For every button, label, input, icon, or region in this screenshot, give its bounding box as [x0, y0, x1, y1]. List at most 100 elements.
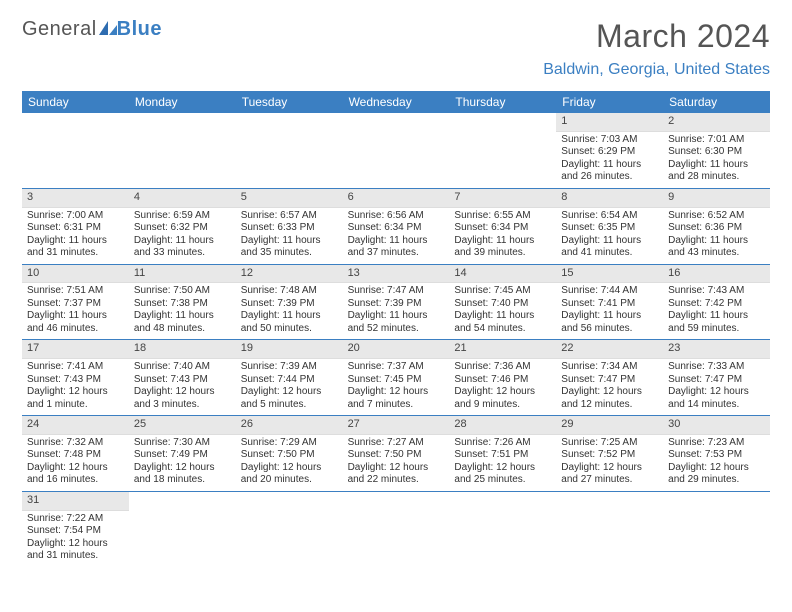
day-number: 6: [343, 189, 450, 208]
cell-line-sr: Sunrise: 7:34 AM: [561, 361, 658, 374]
calendar-cell: 4Sunrise: 6:59 AMSunset: 6:32 PMDaylight…: [129, 189, 236, 264]
cell-line-sr: Sunrise: 7:43 AM: [668, 285, 765, 298]
cell-line-dl2: and 20 minutes.: [241, 474, 338, 487]
calendar-cell-empty: [236, 113, 343, 188]
page-header: General Blue March 2024 Baldwin, Georgia…: [0, 0, 792, 79]
cell-line-dl1: Daylight: 12 hours: [348, 462, 445, 475]
week-row: 1Sunrise: 7:03 AMSunset: 6:29 PMDaylight…: [22, 113, 770, 189]
day-number: 1: [556, 113, 663, 132]
cell-line-ss: Sunset: 7:51 PM: [454, 449, 551, 462]
cell-line-dl2: and 5 minutes.: [241, 399, 338, 412]
cell-line-ss: Sunset: 7:45 PM: [348, 374, 445, 387]
day-number: 29: [556, 416, 663, 435]
cell-body: Sunrise: 7:33 AMSunset: 7:47 PMDaylight:…: [663, 359, 770, 415]
day-number: 17: [22, 340, 129, 359]
calendar-cell: 19Sunrise: 7:39 AMSunset: 7:44 PMDayligh…: [236, 340, 343, 415]
calendar-cell: 30Sunrise: 7:23 AMSunset: 7:53 PMDayligh…: [663, 416, 770, 491]
cell-body: Sunrise: 7:41 AMSunset: 7:43 PMDaylight:…: [22, 359, 129, 415]
location-text: Baldwin, Georgia, United States: [543, 61, 770, 79]
cell-line-dl1: Daylight: 11 hours: [241, 235, 338, 248]
week-row: 3Sunrise: 7:00 AMSunset: 6:31 PMDaylight…: [22, 189, 770, 265]
calendar-cell: 5Sunrise: 6:57 AMSunset: 6:33 PMDaylight…: [236, 189, 343, 264]
cell-line-sr: Sunrise: 7:51 AM: [27, 285, 124, 298]
cell-body: Sunrise: 7:51 AMSunset: 7:37 PMDaylight:…: [22, 283, 129, 339]
cell-body: Sunrise: 7:37 AMSunset: 7:45 PMDaylight:…: [343, 359, 450, 415]
calendar-cell: 29Sunrise: 7:25 AMSunset: 7:52 PMDayligh…: [556, 416, 663, 491]
cell-line-dl2: and 31 minutes.: [27, 550, 124, 563]
cell-line-dl2: and 9 minutes.: [454, 399, 551, 412]
brand-part1: General: [22, 18, 97, 41]
cell-line-ss: Sunset: 7:52 PM: [561, 449, 658, 462]
week-row: 17Sunrise: 7:41 AMSunset: 7:43 PMDayligh…: [22, 340, 770, 416]
day-number: 27: [343, 416, 450, 435]
cell-line-dl1: Daylight: 12 hours: [454, 386, 551, 399]
weekday-header: Thursday: [449, 91, 556, 113]
calendar-cell-empty: [343, 113, 450, 188]
week-row: 24Sunrise: 7:32 AMSunset: 7:48 PMDayligh…: [22, 416, 770, 492]
cell-line-dl2: and 16 minutes.: [27, 474, 124, 487]
cell-line-sr: Sunrise: 7:30 AM: [134, 437, 231, 450]
cell-line-sr: Sunrise: 7:45 AM: [454, 285, 551, 298]
cell-line-sr: Sunrise: 7:50 AM: [134, 285, 231, 298]
cell-line-dl1: Daylight: 11 hours: [561, 310, 658, 323]
cell-line-dl1: Daylight: 12 hours: [348, 386, 445, 399]
cell-body: Sunrise: 7:00 AMSunset: 6:31 PMDaylight:…: [22, 208, 129, 264]
cell-line-ss: Sunset: 7:41 PM: [561, 298, 658, 311]
calendar-cell: 25Sunrise: 7:30 AMSunset: 7:49 PMDayligh…: [129, 416, 236, 491]
day-number: 5: [236, 189, 343, 208]
cell-line-ss: Sunset: 7:43 PM: [27, 374, 124, 387]
cell-line-sr: Sunrise: 7:47 AM: [348, 285, 445, 298]
calendar-cell: 23Sunrise: 7:33 AMSunset: 7:47 PMDayligh…: [663, 340, 770, 415]
calendar-cell: 31Sunrise: 7:22 AMSunset: 7:54 PMDayligh…: [22, 492, 129, 567]
cell-line-ss: Sunset: 7:39 PM: [241, 298, 338, 311]
weekday-header: Monday: [129, 91, 236, 113]
calendar-cell: 6Sunrise: 6:56 AMSunset: 6:34 PMDaylight…: [343, 189, 450, 264]
day-number: 20: [343, 340, 450, 359]
cell-line-dl1: Daylight: 11 hours: [348, 310, 445, 323]
calendar-cell: 11Sunrise: 7:50 AMSunset: 7:38 PMDayligh…: [129, 265, 236, 340]
cell-line-ss: Sunset: 6:35 PM: [561, 222, 658, 235]
cell-line-dl2: and 54 minutes.: [454, 323, 551, 336]
day-number: 18: [129, 340, 236, 359]
cell-line-dl1: Daylight: 12 hours: [27, 538, 124, 551]
calendar-cell: 7Sunrise: 6:55 AMSunset: 6:34 PMDaylight…: [449, 189, 556, 264]
cell-line-dl1: Daylight: 11 hours: [668, 310, 765, 323]
cell-line-dl2: and 7 minutes.: [348, 399, 445, 412]
cell-line-dl1: Daylight: 11 hours: [454, 235, 551, 248]
calendar-cell: 28Sunrise: 7:26 AMSunset: 7:51 PMDayligh…: [449, 416, 556, 491]
cell-line-sr: Sunrise: 6:56 AM: [348, 210, 445, 223]
cell-line-ss: Sunset: 6:36 PM: [668, 222, 765, 235]
day-number: 25: [129, 416, 236, 435]
cell-body: Sunrise: 7:23 AMSunset: 7:53 PMDaylight:…: [663, 435, 770, 491]
cell-body: Sunrise: 7:43 AMSunset: 7:42 PMDaylight:…: [663, 283, 770, 339]
cell-line-dl1: Daylight: 12 hours: [561, 462, 658, 475]
calendar-cell: 14Sunrise: 7:45 AMSunset: 7:40 PMDayligh…: [449, 265, 556, 340]
cell-line-dl2: and 33 minutes.: [134, 247, 231, 260]
day-number: 8: [556, 189, 663, 208]
calendar-cell-empty: [663, 492, 770, 567]
cell-line-sr: Sunrise: 7:48 AM: [241, 285, 338, 298]
cell-line-sr: Sunrise: 7:37 AM: [348, 361, 445, 374]
cell-body: Sunrise: 7:30 AMSunset: 7:49 PMDaylight:…: [129, 435, 236, 491]
cell-line-dl2: and 25 minutes.: [454, 474, 551, 487]
cell-body: Sunrise: 7:44 AMSunset: 7:41 PMDaylight:…: [556, 283, 663, 339]
cell-body: Sunrise: 7:48 AMSunset: 7:39 PMDaylight:…: [236, 283, 343, 339]
cell-line-dl1: Daylight: 11 hours: [134, 310, 231, 323]
cell-line-sr: Sunrise: 7:41 AM: [27, 361, 124, 374]
weekday-header: Tuesday: [236, 91, 343, 113]
calendar-cell: 9Sunrise: 6:52 AMSunset: 6:36 PMDaylight…: [663, 189, 770, 264]
cell-line-dl1: Daylight: 11 hours: [561, 235, 658, 248]
cell-line-dl2: and 29 minutes.: [668, 474, 765, 487]
day-number: 28: [449, 416, 556, 435]
calendar-cell-empty: [129, 492, 236, 567]
title-block: March 2024 Baldwin, Georgia, United Stat…: [543, 18, 770, 79]
calendar-cell: 22Sunrise: 7:34 AMSunset: 7:47 PMDayligh…: [556, 340, 663, 415]
cell-line-sr: Sunrise: 7:03 AM: [561, 134, 658, 147]
calendar-cell-empty: [22, 113, 129, 188]
cell-body: Sunrise: 7:34 AMSunset: 7:47 PMDaylight:…: [556, 359, 663, 415]
cell-line-ss: Sunset: 7:49 PM: [134, 449, 231, 462]
calendar: SundayMondayTuesdayWednesdayThursdayFrid…: [22, 91, 770, 567]
weekday-header-row: SundayMondayTuesdayWednesdayThursdayFrid…: [22, 91, 770, 113]
cell-line-ss: Sunset: 7:48 PM: [27, 449, 124, 462]
cell-body: Sunrise: 6:57 AMSunset: 6:33 PMDaylight:…: [236, 208, 343, 264]
